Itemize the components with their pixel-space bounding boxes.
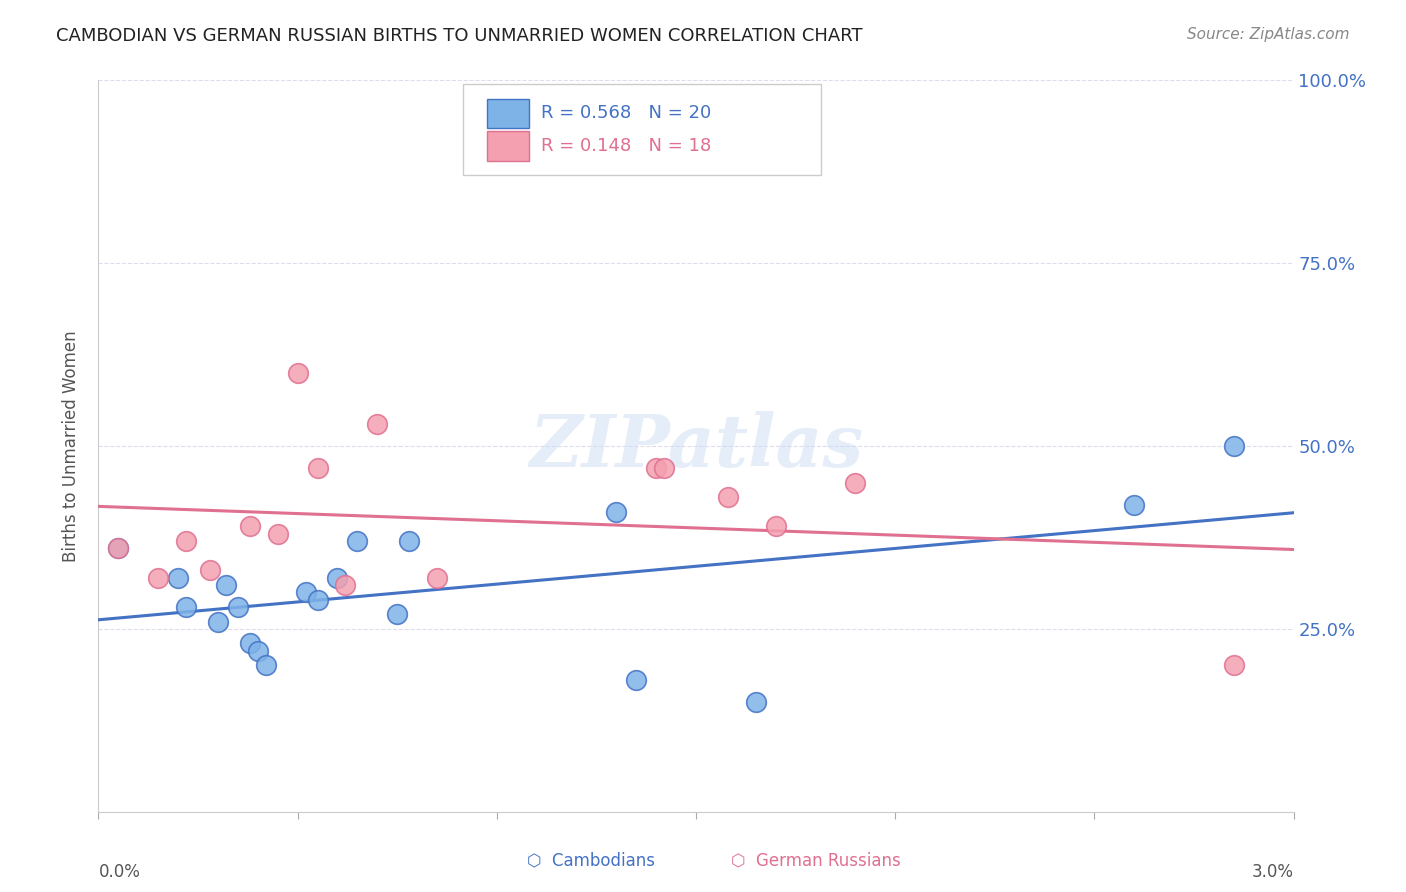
Point xyxy=(307,461,329,475)
Point xyxy=(107,541,129,556)
Point xyxy=(765,519,787,533)
Point xyxy=(326,571,349,585)
Point xyxy=(844,475,866,490)
Text: ⬡  German Russians: ⬡ German Russians xyxy=(731,851,900,869)
Point xyxy=(267,526,290,541)
Point xyxy=(148,571,170,585)
Text: CAMBODIAN VS GERMAN RUSSIAN BIRTHS TO UNMARRIED WOMEN CORRELATION CHART: CAMBODIAN VS GERMAN RUSSIAN BIRTHS TO UN… xyxy=(56,27,863,45)
Point xyxy=(239,636,262,650)
Point xyxy=(335,578,357,592)
FancyBboxPatch shape xyxy=(486,98,529,128)
Point xyxy=(645,461,668,475)
Point xyxy=(366,417,388,431)
Point xyxy=(246,644,269,658)
Point xyxy=(226,599,249,614)
Text: ⬡  Cambodians: ⬡ Cambodians xyxy=(526,851,655,869)
Y-axis label: Births to Unmarried Women: Births to Unmarried Women xyxy=(62,330,80,562)
Text: Source: ZipAtlas.com: Source: ZipAtlas.com xyxy=(1187,27,1350,42)
Text: R = 0.148   N = 18: R = 0.148 N = 18 xyxy=(541,137,711,155)
Point xyxy=(1223,658,1246,673)
Point xyxy=(1123,498,1146,512)
FancyBboxPatch shape xyxy=(486,131,529,161)
Point xyxy=(346,534,368,549)
Point xyxy=(207,615,229,629)
Point xyxy=(287,366,309,380)
Point xyxy=(385,607,409,622)
Point xyxy=(239,519,262,533)
Point xyxy=(215,578,238,592)
Point xyxy=(167,571,190,585)
Point xyxy=(307,592,329,607)
Point xyxy=(717,490,740,504)
Point xyxy=(605,505,627,519)
Point xyxy=(426,571,449,585)
Text: 0.0%: 0.0% xyxy=(98,863,141,881)
Point xyxy=(174,534,197,549)
FancyBboxPatch shape xyxy=(463,84,821,176)
Point xyxy=(398,534,420,549)
Point xyxy=(294,585,316,599)
Point xyxy=(1223,439,1246,453)
Point xyxy=(626,673,648,687)
Point xyxy=(198,563,221,577)
Point xyxy=(174,599,197,614)
Text: 3.0%: 3.0% xyxy=(1251,863,1294,881)
Point xyxy=(107,541,129,556)
Point xyxy=(745,695,768,709)
Text: ZIPatlas: ZIPatlas xyxy=(529,410,863,482)
Text: R = 0.568   N = 20: R = 0.568 N = 20 xyxy=(541,104,711,122)
Point xyxy=(652,461,675,475)
Point xyxy=(254,658,277,673)
